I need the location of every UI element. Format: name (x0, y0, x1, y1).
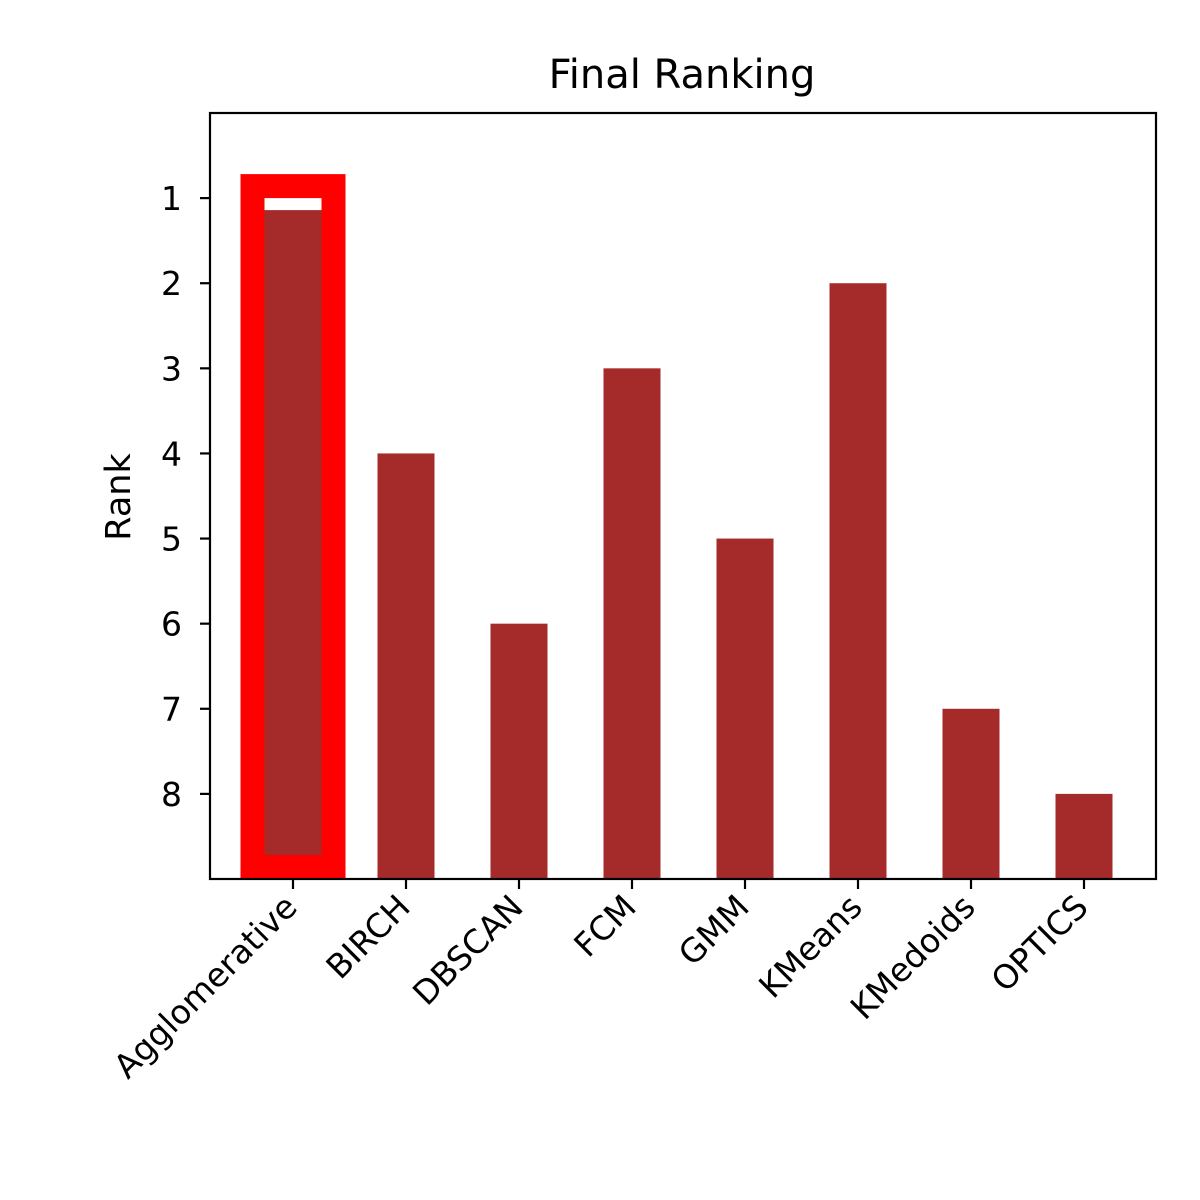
y-tick-label-1: 1 (161, 179, 182, 218)
bar-kmeans (829, 283, 887, 879)
bar-agglomerative (264, 210, 322, 856)
y-tick-label-5: 5 (161, 520, 182, 559)
bar-kmedoids (942, 708, 1000, 879)
bar-gmm (716, 538, 774, 879)
bar-dbscan (490, 623, 548, 879)
bar-birch (377, 453, 435, 879)
plot-frame (208, 111, 1158, 881)
x-tick-label-birch: BIRCH (318, 887, 417, 986)
y-tick-label-2: 2 (161, 264, 182, 303)
x-tick-label-kmeans: KMeans (751, 887, 870, 1006)
chart-title: Final Ranking (549, 52, 816, 98)
y-axis: 1 2 3 4 5 6 7 8 (161, 179, 210, 814)
bar-fcm (603, 368, 661, 879)
highlight-outline (240, 174, 346, 880)
y-tick-label-8: 8 (161, 775, 182, 814)
y-tick-label-3: 3 (161, 349, 182, 388)
bar-optics (1055, 793, 1113, 879)
highlight-layer (240, 174, 346, 880)
x-tick-label-kmedoids: KMedoids (843, 887, 983, 1027)
y-tick-label-4: 4 (161, 434, 182, 473)
x-tick-label-dbscan: DBSCAN (405, 887, 531, 1013)
bars-layer (264, 210, 1113, 879)
x-tick-label-fcm: FCM (566, 887, 643, 964)
x-tick-label-gmm: GMM (671, 887, 757, 973)
y-tick-label-7: 7 (161, 690, 182, 729)
y-axis-label: Rank (99, 453, 139, 541)
x-tick-label-optics: OPTICS (983, 887, 1095, 999)
y-tick-label-6: 6 (161, 605, 182, 644)
x-tick-label-agglomerative: Agglomerative (106, 887, 305, 1086)
